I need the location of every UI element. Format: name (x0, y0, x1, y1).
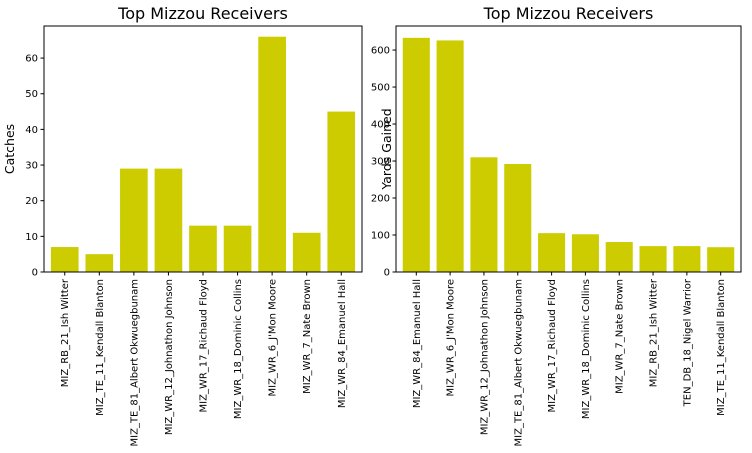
y-tick-label: 40 (25, 125, 38, 136)
bar-ten-db-18-nigel-warrior (673, 246, 701, 272)
bar-miz-te-81-albert-okwuegbunam (120, 168, 148, 272)
y-tick-label: 0 (32, 268, 38, 279)
bar-miz-wr-18-dominic-collins (223, 225, 252, 272)
y-tick-label: 20 (25, 196, 38, 207)
bar-miz-wr-84-emanuel-hall (402, 37, 430, 273)
bar-miz-wr-17-richaud-floyd (538, 233, 566, 272)
y-tick-label: 10 (25, 232, 38, 243)
bar-miz-wr-12-johnathon-johnson (154, 168, 183, 272)
x-tick-label: MIZ_TE_11_Kendall Blanton (95, 279, 106, 416)
y-tick-label: 500 (371, 83, 390, 94)
axes-frame (43, 25, 363, 273)
bar-miz-rb-21-ish-witter (50, 247, 79, 272)
y-tick-label: 600 (371, 46, 390, 57)
x-tick-label: MIZ_TE_81_Albert Okwuegbunam (513, 279, 524, 446)
bar-miz-te-11-kendall-blanton (707, 247, 735, 272)
y-axis-label: Yards Gained (379, 108, 394, 190)
yards-gained-chart: Top Mizzou Receivers MIZ_WR_84_Emanuel Ha… (371, 4, 742, 446)
x-tick-label: MIZ_WR_17_Richaud Floyd (547, 279, 558, 412)
x-tick-label: MIZ_TE_81_Albert Okwuegbunam (129, 279, 140, 446)
bar-miz-wr-17-richaud-floyd (189, 225, 217, 272)
x-tick-label: MIZ_WR_6_J'Mon Moore (446, 279, 457, 397)
x-tick-label: MIZ_WR_18_Dominic Collins (581, 279, 592, 419)
bar-miz-te-11-kendall-blanton (85, 254, 114, 272)
x-tick-label: MIZ_WR_84_Emanuel Hall (412, 279, 423, 408)
y-tick-label: 300 (371, 157, 390, 168)
bar-miz-rb-21-ish-witter (639, 246, 667, 272)
bar-miz-te-81-albert-okwuegbunam (504, 163, 532, 272)
x-tick-label: MIZ_WR_7_Nate Brown (615, 279, 626, 394)
y-tick-label: 400 (371, 120, 390, 131)
chart-title: Top Mizzou Receivers (483, 4, 654, 23)
bar-miz-wr-6-j-mon-moore (436, 40, 464, 273)
chart-title: Top Mizzou Receivers (117, 4, 288, 23)
bar-miz-wr-6-j-mon-moore (258, 36, 286, 273)
catches-chart: Top Mizzou Receivers MIZ_RB_21_Ish Witter… (2, 4, 363, 446)
x-tick-label: TEN_DB_18_Nigel Warrior (682, 278, 693, 407)
y-axis-label: Catches (2, 124, 17, 174)
x-tick-label: MIZ_WR_18_Dominic Collins (233, 279, 244, 419)
x-tick-label: MIZ_WR_7_Nate Brown (302, 279, 313, 394)
x-tick-label: MIZ_WR_17_Richaud Floyd (199, 279, 210, 412)
bar-miz-wr-7-nate-brown (292, 232, 321, 272)
x-tick-label: MIZ_WR_12_Johnathon Johnson (164, 279, 175, 435)
x-tick-label: MIZ_WR_12_Johnathon Johnson (479, 279, 490, 435)
bar-miz-wr-84-emanuel-hall (327, 111, 356, 272)
x-tick-label: MIZ_TE_11_Kendall Blanton (716, 279, 727, 416)
y-tick-label: 30 (25, 161, 38, 172)
y-tick-label: 100 (371, 231, 390, 242)
y-tick-label: 60 (25, 54, 38, 65)
bar-miz-wr-7-nate-brown (605, 242, 633, 272)
y-tick-label: 50 (25, 89, 38, 100)
bar-miz-wr-18-dominic-collins (571, 234, 599, 272)
axes-frame (395, 25, 742, 273)
x-tick-label: MIZ_WR_6_J'Mon Moore (268, 279, 279, 397)
x-tick-label: MIZ_RB_21_Ish Witter (60, 278, 71, 387)
x-tick-label: MIZ_RB_21_Ish Witter (649, 278, 660, 387)
y-tick-label: 0 (384, 268, 390, 279)
y-tick-label: 200 (371, 194, 390, 205)
x-tick-label: MIZ_WR_84_Emanuel Hall (337, 279, 348, 408)
bar-miz-wr-12-johnathon-johnson (470, 157, 498, 272)
